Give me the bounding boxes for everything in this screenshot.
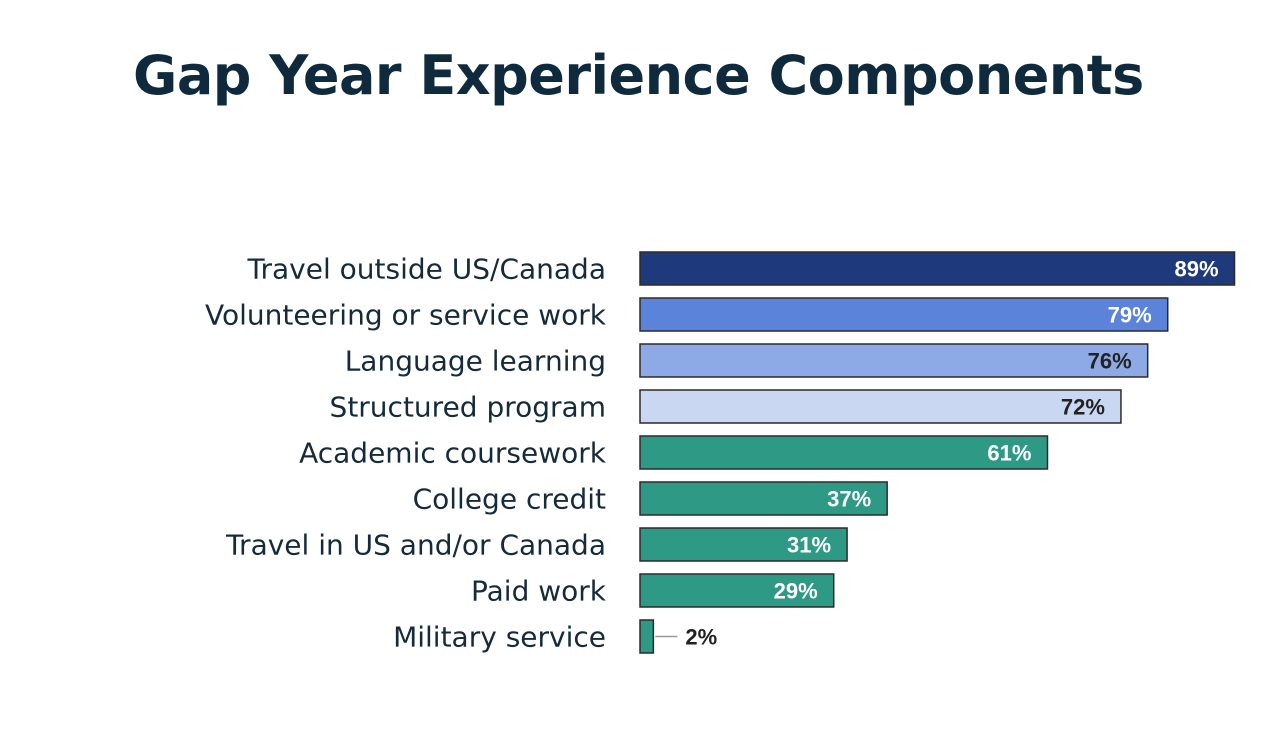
- bar-academic-coursework: [639, 435, 1049, 470]
- bar-military-service: [639, 619, 655, 654]
- bar-volunteering-or-service-work: [639, 297, 1169, 332]
- category-label-paid-work: Paid work: [471, 575, 607, 608]
- value-label-academic-coursework: 61%: [987, 441, 1031, 466]
- value-label-travel-in-us-and-or-canada: 31%: [787, 533, 831, 558]
- category-label-structured-program: Structured program: [330, 391, 606, 424]
- category-label-military-service: Military service: [393, 621, 606, 654]
- category-label-college-credit: College credit: [413, 483, 606, 516]
- chart-title: Gap Year Experience Components: [133, 44, 1144, 107]
- bar-language-learning: [639, 343, 1149, 378]
- category-label-travel-in-us-and-or-canada: Travel in US and/or Canada: [225, 529, 606, 562]
- bar-structured-program: [639, 389, 1122, 424]
- value-label-travel-outside-us-canada: 89%: [1174, 257, 1218, 282]
- value-label-structured-program: 72%: [1061, 395, 1105, 420]
- value-label-military-service: 2%: [685, 625, 717, 650]
- bar-travel-outside-us-canada: [639, 251, 1236, 286]
- category-label-language-learning: Language learning: [345, 345, 606, 378]
- category-label-travel-outside-us-canada: Travel outside US/Canada: [246, 253, 606, 286]
- bar-travel-in-us-and-or-canada: [639, 527, 848, 562]
- value-label-language-learning: 76%: [1088, 349, 1132, 374]
- category-label-academic-coursework: Academic coursework: [299, 437, 607, 470]
- category-label-volunteering-or-service-work: Volunteering or service work: [205, 299, 607, 332]
- bar-college-credit: [639, 481, 888, 516]
- value-label-college-credit: 37%: [827, 487, 871, 512]
- bar-paid-work: [639, 573, 835, 608]
- value-label-volunteering-or-service-work: 79%: [1108, 303, 1152, 328]
- value-label-paid-work: 29%: [774, 579, 818, 604]
